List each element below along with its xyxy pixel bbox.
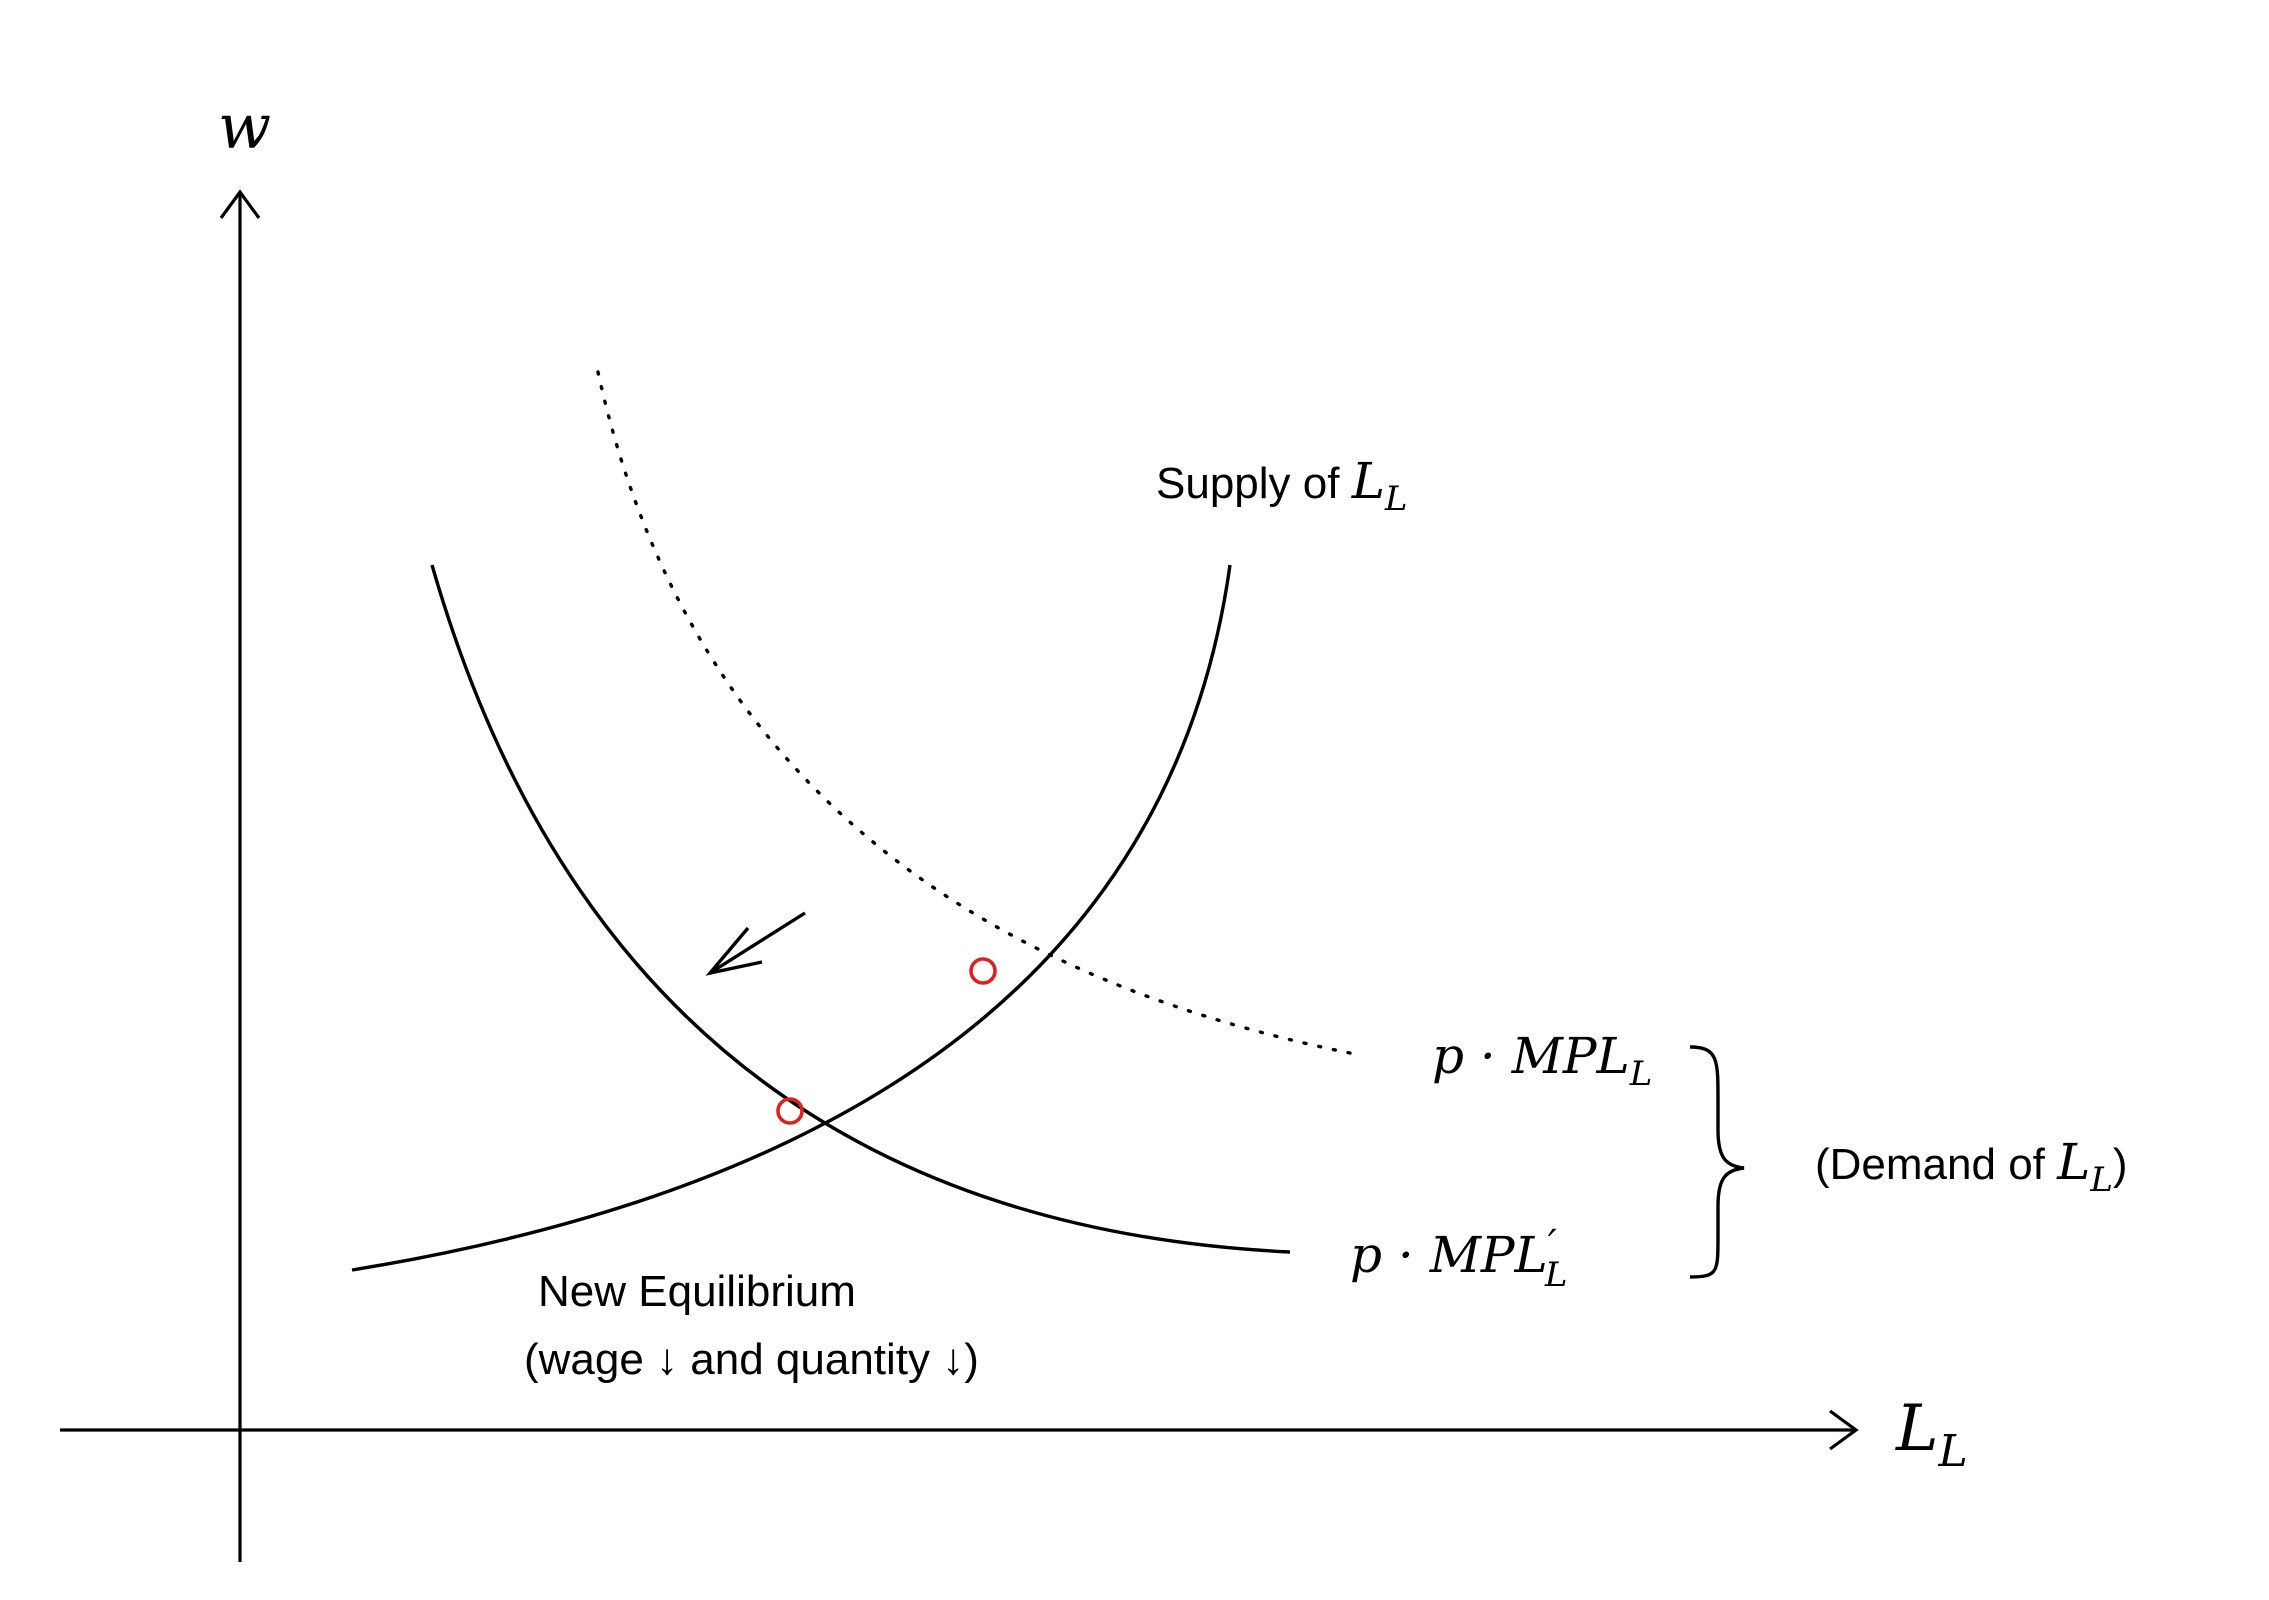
original-demand-label-sub: L xyxy=(1629,1054,1653,1094)
demand-group-label-sub: L xyxy=(2089,1160,2113,1200)
x-axis-label-main: L xyxy=(1895,1392,1939,1466)
new-demand-label-sub: L xyxy=(1544,1255,1568,1295)
new-equilibrium-title: New Equilibrium xyxy=(538,1267,856,1316)
new-demand-curve xyxy=(430,564,1291,1254)
supply-label: Supply of LL xyxy=(1156,452,1407,519)
demand-group-label-var: L xyxy=(2056,1133,2090,1191)
supply-label-text: Supply of xyxy=(1156,459,1352,508)
new-demand-label-main: p · MPL xyxy=(1350,1226,1548,1284)
new-equilibrium-marker xyxy=(776,1097,804,1125)
shift-arrow-head xyxy=(705,926,763,976)
demand-group-label: (Demand of LL) xyxy=(1815,1133,2128,1200)
shift-arrow xyxy=(705,911,806,976)
x-axis-label: LL xyxy=(1895,1392,1968,1477)
y-axis-arrowhead xyxy=(219,189,261,219)
new-demand-label: p · MPL′ L xyxy=(1350,1222,1567,1295)
new-equilibrium-note: (wage ↓ and quantity ↓) xyxy=(524,1335,979,1384)
x-axis-label-subscript: L xyxy=(1938,1426,1968,1477)
axes xyxy=(60,189,1859,1562)
demand-group-label-open: (Demand of xyxy=(1815,1140,2057,1189)
demand-group-label-close: ) xyxy=(2113,1140,2128,1189)
supply-curve xyxy=(351,564,1232,1272)
demand-group-brace xyxy=(1689,1045,1745,1279)
shift-arrow-shaft xyxy=(709,911,806,975)
original-demand-curve xyxy=(596,370,1362,1057)
original-demand-label: p · MPLL xyxy=(1432,1027,1652,1094)
new-demand-label-prime: ′ xyxy=(1548,1222,1557,1268)
original-equilibrium-marker xyxy=(969,957,997,985)
y-axis-label: w xyxy=(218,90,271,163)
original-demand-label-main: p · MPL xyxy=(1432,1027,1630,1085)
x-axis-arrowhead xyxy=(1829,1409,1859,1451)
supply-label-var: L xyxy=(1351,452,1385,510)
supply-label-sub: L xyxy=(1384,479,1408,519)
